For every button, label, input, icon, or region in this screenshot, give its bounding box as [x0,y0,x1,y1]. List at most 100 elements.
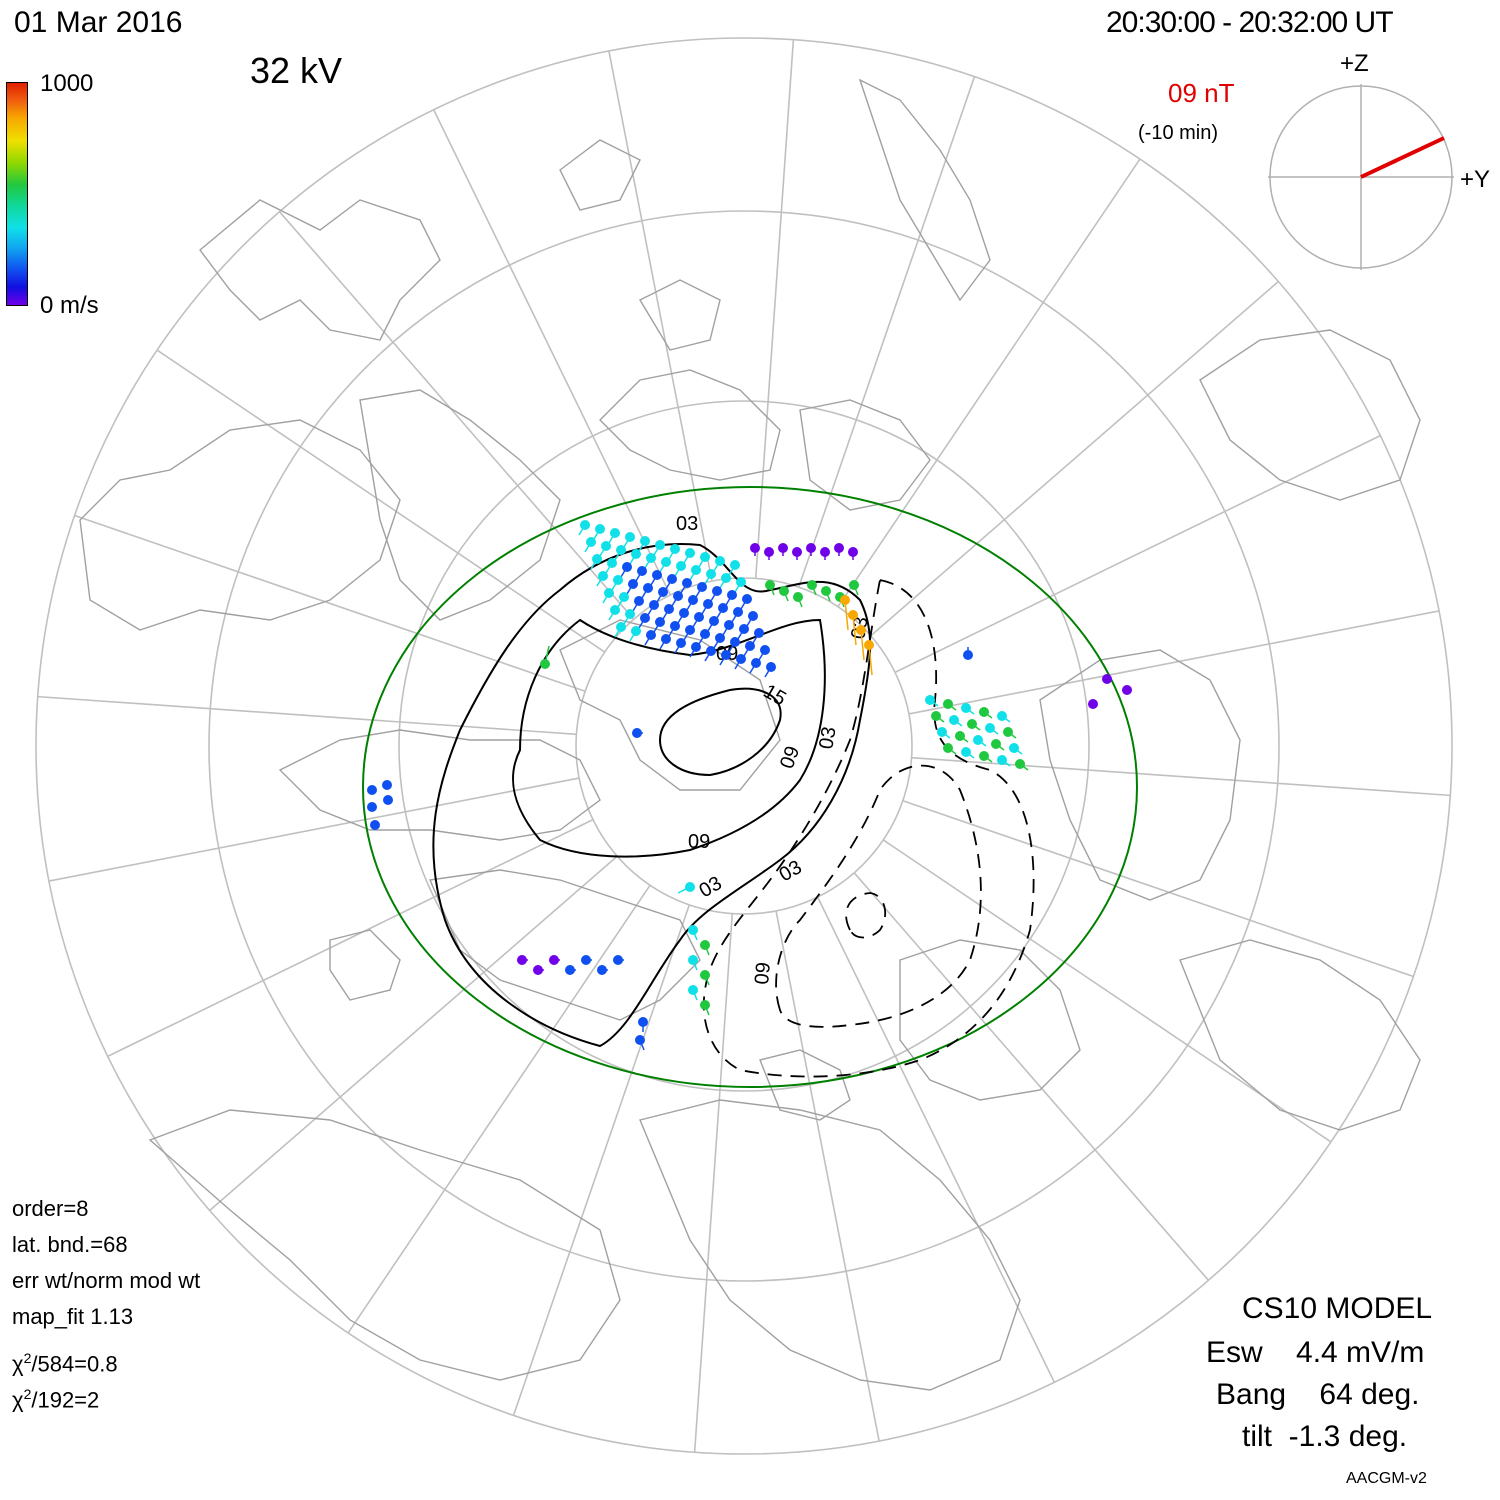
velocity-vector-dot [840,595,850,605]
velocity-vector-dot [925,695,935,705]
velocity-vector-dot [973,735,983,745]
velocity-vector-dot [739,624,749,634]
fit-chi2-label: χ2/192=2 [12,1386,100,1413]
velocity-vector-dot [601,541,611,551]
velocity-vector-dot [655,540,665,550]
velocity-vector-dot [807,580,817,590]
velocity-vector-dot [610,605,620,615]
velocity-vector-dot [991,739,1001,749]
velocity-vector-dot [715,633,725,643]
contour-label-pos-09b: 09 [688,831,710,853]
velocity-vector-dot [751,658,761,668]
velocity-vector-dot [967,719,977,729]
velocity-vector-dot [700,940,710,950]
velocity-vector-dot [604,588,614,598]
velocity-vector-dot [581,955,591,965]
velocity-vector-dot [685,882,695,892]
velocity-vector-dot [955,731,965,741]
meridian-line [74,514,586,693]
velocity-vector-dot [849,580,859,590]
velocity-vector-dot [931,711,941,721]
colorbar-max-label: 1000 [40,70,94,97]
velocity-vector-dot [733,607,743,617]
velocity-vector-dot [616,545,626,555]
velocity-vector-dot [517,955,527,965]
velocity-vector-dot [658,587,668,597]
bang-label: Bang 64 deg. [1216,1378,1420,1411]
meridian-line [693,913,734,1453]
meridian-line [209,855,618,1212]
velocity-vector-dot [1003,727,1013,737]
velocity-vector-dot [748,611,758,621]
velocity-vector-dot [694,612,704,622]
velocity-vector-dot [765,580,775,590]
velocity-vector-dot [937,727,947,737]
velocity-vector-dot [703,599,713,609]
velocity-vector-dot [700,1000,710,1010]
velocity-vector-dot [586,537,596,547]
meridian-line [512,904,691,1416]
meridian-line [816,896,1056,1383]
velocity-vector-dot [613,575,623,585]
velocity-vector-dot [730,560,740,570]
velocity-vector-dot [597,965,607,975]
imf-vector [1360,136,1445,179]
fit-weighting-label: err wt/norm mod wt [12,1268,201,1293]
meridian-line [902,799,1414,978]
velocity-vector-dot [540,659,550,669]
colorbar-min-label: 0 m/s [40,292,99,319]
velocity-vector-dot [760,645,770,655]
imf-clock-dial [1268,84,1454,270]
velocity-vector-dot [635,1035,645,1045]
meridian-line [107,818,594,1058]
contour-label-pos-03b: 03 [696,872,726,902]
velocity-vector-dot [661,634,671,644]
velocity-vector-tail [852,614,857,646]
fit-order-label: order=8 [12,1196,89,1221]
velocity-vector-dot [592,554,602,564]
meridian-line [608,50,713,582]
velocity-vector-dot [632,728,642,738]
velocity-vector-tail [868,644,873,676]
velocity-vector-dot [727,590,737,600]
velocity-vector-dot [634,596,644,606]
meridian-line [882,839,1332,1143]
contour-label-neg-09: 09 [776,743,804,771]
fit-chi1-label: χ2/584=0.8 [12,1350,118,1377]
velocity-vector-dot [655,617,665,627]
velocity-vector-dot [856,625,866,635]
velocity-vector-dot [700,970,710,980]
velocity-vector-dot [565,965,575,975]
velocity-vector-dot [673,591,683,601]
velocity-vector-dot [640,613,650,623]
imf-y-label: +Y [1460,166,1491,193]
negative-potential-contours [702,578,1035,1078]
velocity-vector-dot [616,622,626,632]
velocity-vector-dot [646,553,656,563]
velocity-vector-dot [997,711,1007,721]
velocity-vector-dot [806,543,816,553]
grid [35,37,1453,1455]
meridian-line [797,76,976,588]
velocity-vector-dot [679,608,689,618]
velocity-vector-dot [766,662,776,672]
velocity-vector-dot [595,524,605,534]
velocity-vector-dot [631,626,641,636]
coords-label: AACGM-v2 [1346,1470,1427,1487]
velocity-vector-dot [754,628,764,638]
velocity-vector-dot [622,562,632,572]
velocity-vector-dot [961,747,971,757]
velocity-vector-dot [685,625,695,635]
velocity-vector-dot [549,955,559,965]
velocity-vector-dot [1009,743,1019,753]
velocity-vector-dot [383,795,393,805]
esw-label: Esw 4.4 mV/m [1206,1336,1425,1369]
velocity-vector-dot [640,536,650,546]
contour-label-neg-09b: 09 [751,961,775,985]
velocity-vector-dot [646,630,656,640]
imf-delay-label: (-10 min) [1138,122,1219,144]
velocity-vector-dot [682,578,692,588]
velocity-vector-dot [661,557,671,567]
velocity-vector-dot [670,544,680,554]
